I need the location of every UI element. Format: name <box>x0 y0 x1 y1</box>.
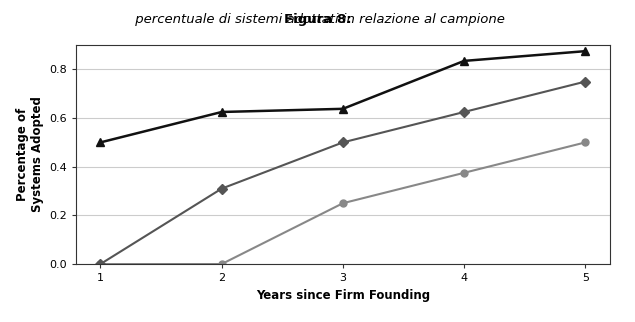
Text: percentuale di sistemi adottati in relazione al campione: percentuale di sistemi adottati in relaz… <box>131 13 504 26</box>
Text: Figura 8:: Figura 8: <box>284 13 351 26</box>
X-axis label: Years since Firm Founding: Years since Firm Founding <box>256 289 430 302</box>
Y-axis label: Percentage of
Systems Adopted: Percentage of Systems Adopted <box>16 97 44 213</box>
